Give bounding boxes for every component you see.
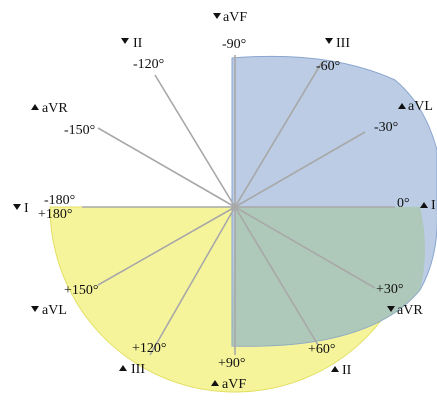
lead-label-upper-left-avr: aVR [42,101,68,116]
triangle-down-icon [387,306,395,312]
axis-avl [234,131,366,208]
degree-zero: 0° [397,196,410,211]
axis-ii [154,74,236,208]
overlap-region [232,207,425,347]
triangle-up-icon [331,366,339,372]
triangle-up-icon [398,103,406,109]
lead-label-right-i: I [431,198,436,213]
degree-plus180: +180° [38,207,73,222]
lead-label-top-right-iii: III [336,36,350,51]
degree-minus180: -180° [44,193,75,208]
triangle-down-icon [325,38,333,44]
axis-avl-lower [97,206,236,286]
triangle-down-icon [13,204,21,210]
lead-label-bottom-iii: III [131,362,145,377]
axis-ii-lower [234,206,319,346]
degree-minus150: -150° [64,123,95,138]
lead-label-bottom-right-avr: aVR [397,303,423,318]
lead-label-bottom-ii: II [342,363,352,378]
axis-iii-lower [149,206,236,356]
lead-label-left-i: I [24,201,29,216]
lead-label-top-avf: aVF [223,10,247,25]
lead-label-right-avl: aVL [408,99,433,114]
axis-avr [97,127,236,208]
triangle-up-icon [31,104,39,110]
degree-minus60: -60° [316,59,340,74]
triangle-down-icon [121,38,129,44]
lead-label-top-left-ii: II [133,36,143,51]
degree-plus150: +150° [64,283,99,298]
degree-plus60: +60° [308,342,336,357]
axis-iii [234,61,323,208]
triangle-up-icon [119,365,127,371]
lead-label-bottom-avf: aVF [222,377,246,392]
degree-plus30: +30° [376,282,404,297]
triangle-down-icon [213,13,221,19]
axis-avr-lower [234,206,376,289]
triangle-up-icon [420,202,428,208]
degree-plus120: +120° [132,341,167,356]
lead-axes [82,55,395,356]
degree-minus30: -30° [374,120,398,135]
triangle-down-icon [31,306,39,312]
degree-minus90: -90° [222,37,246,52]
triangle-up-icon [211,380,219,386]
degree-plus90: +90° [218,356,246,371]
degree-minus120: -120° [133,57,164,72]
lead-label-left-avl: aVL [42,303,67,318]
